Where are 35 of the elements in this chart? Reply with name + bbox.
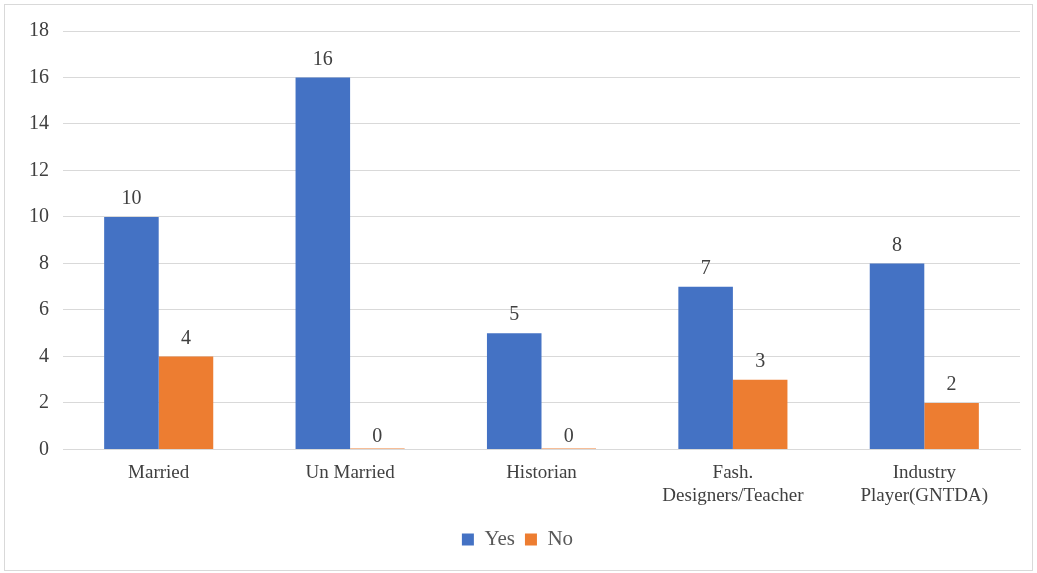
y-tick-label: 18 xyxy=(29,18,49,41)
bar xyxy=(678,286,733,449)
data-label: 7 xyxy=(700,255,711,278)
y-tick-label: 4 xyxy=(39,343,49,366)
bar xyxy=(158,356,214,449)
x-tick-label: Married xyxy=(128,460,190,482)
legend-label: No xyxy=(547,526,574,551)
y-tick-label: 14 xyxy=(29,111,49,134)
data-label: 4 xyxy=(180,325,191,348)
data-label: 3 xyxy=(755,348,766,371)
y-tick-label: 0 xyxy=(39,436,49,459)
x-tick-label: Fash. Designers/Teacher xyxy=(662,460,805,505)
data-label: 10 xyxy=(121,186,142,209)
bar xyxy=(869,263,925,449)
legend-label: Yes xyxy=(484,526,515,551)
y-tick-label: 16 xyxy=(29,64,49,87)
data-label: 0 xyxy=(372,423,383,446)
y-tick-label: 2 xyxy=(39,390,49,413)
data-label: 8 xyxy=(892,232,903,255)
y-tick-label: 8 xyxy=(39,250,49,273)
bar xyxy=(295,77,351,449)
bar xyxy=(924,402,979,449)
y-tick-label: 10 xyxy=(29,204,49,227)
y-tick-label: 6 xyxy=(39,297,49,320)
bar xyxy=(486,333,542,449)
data-label: 16 xyxy=(312,46,333,69)
data-label: 0 xyxy=(563,423,574,446)
x-tick-label: Historian xyxy=(506,460,578,482)
data-label: 2 xyxy=(946,372,957,395)
bar xyxy=(732,379,788,449)
bar xyxy=(104,216,159,449)
x-tick-label: Un Married xyxy=(305,460,396,482)
data-label: 5 xyxy=(509,302,520,325)
y-tick-label: 12 xyxy=(29,157,49,180)
x-tick-label: Industry Player(GNTDA) xyxy=(860,460,989,506)
